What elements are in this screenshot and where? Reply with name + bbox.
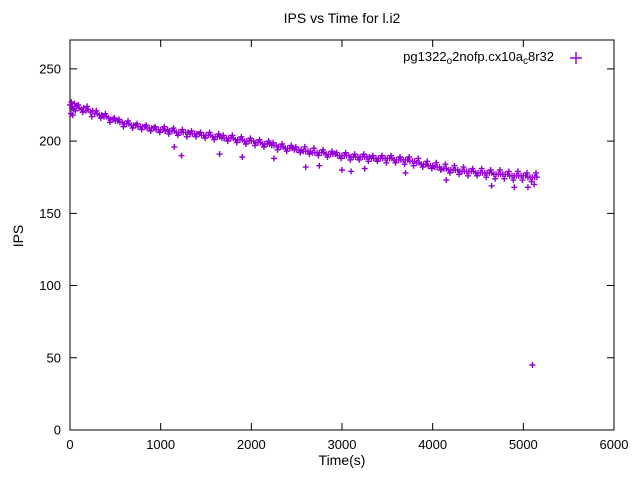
legend-label-part: 2nofp.cx10a [452, 49, 523, 64]
legend-series-label: pg1322o2nofp.cx10ac8r32 [403, 49, 554, 67]
legend-label-part: pg1322 [403, 49, 447, 64]
y-axis-label: IPS [10, 224, 26, 248]
plot-border [69, 39, 615, 431]
y-tick-label: 50 [47, 350, 61, 365]
y-tick-label: 0 [54, 423, 61, 438]
x-tick-label: 1000 [146, 437, 175, 452]
legend-label-part: 8r32 [527, 49, 554, 64]
y-tick-label: 100 [39, 278, 61, 293]
axis-ticks [69, 40, 615, 431]
y-tick-label: 250 [39, 61, 61, 76]
x-tick-label: 5000 [509, 437, 538, 452]
legend-label-subscript: c [522, 56, 528, 67]
y-tick-label: 150 [39, 206, 61, 221]
x-tick-label: 3000 [328, 437, 357, 452]
legend-plus-marker-icon [570, 52, 582, 64]
chart-title: IPS vs Time for l.i2 [283, 10, 401, 26]
x-tick-label: 0 [66, 437, 73, 452]
legend: pg1322o2nofp.cx10ac8r32 [403, 49, 584, 67]
x-axis-label: Time(s) [318, 452, 366, 468]
x-tick-label: 6000 [600, 437, 629, 452]
scatter-points [67, 99, 540, 368]
y-tick-label: 200 [39, 134, 61, 149]
x-tick-label: 4000 [418, 437, 447, 452]
legend-label-subscript: o [446, 56, 453, 67]
x-tick-label: 2000 [237, 437, 266, 452]
